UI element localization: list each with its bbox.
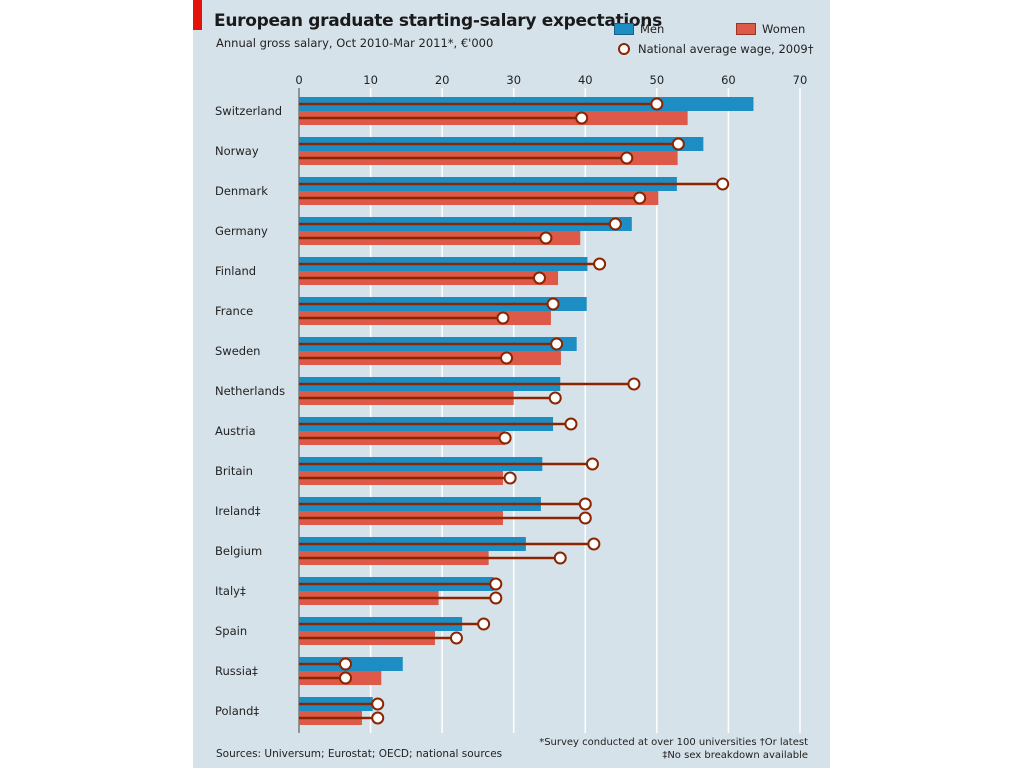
wage-point-women — [578, 511, 592, 525]
wage-point-men — [650, 97, 664, 111]
legend-men: Men — [614, 22, 664, 36]
x-tick-label: 40 — [578, 73, 593, 87]
footnotes: *Survey conducted at over 100 universiti… — [539, 737, 808, 762]
category-label: Netherlands — [215, 384, 285, 398]
footnote-2: ‡No sex breakdown available — [662, 749, 808, 761]
wage-point-men — [608, 217, 622, 231]
category-label: Britain — [215, 464, 253, 478]
wage-point-women — [500, 351, 514, 365]
wage-point-women — [496, 311, 510, 325]
category-label: Poland‡ — [215, 704, 259, 718]
legend-wage-circle-icon — [618, 43, 630, 55]
category-label: Italy‡ — [215, 584, 246, 598]
category-label: Switzerland — [215, 104, 282, 118]
wage-point-men — [593, 257, 607, 271]
wage-point-men — [489, 577, 503, 591]
x-tick-label: 0 — [295, 73, 302, 87]
category-label: Ireland‡ — [215, 504, 261, 518]
x-tick-label: 20 — [435, 73, 450, 87]
category-label: Germany — [215, 224, 268, 238]
x-tick-label: 60 — [721, 73, 736, 87]
wage-point-men — [339, 657, 353, 671]
wage-point-women — [503, 471, 517, 485]
wage-point-men — [477, 617, 491, 631]
chart-subtitle: Annual gross salary, Oct 2010-Mar 2011*,… — [216, 36, 494, 50]
wage-point-women — [449, 631, 463, 645]
x-tick-label: 70 — [793, 73, 808, 87]
wage-point-women — [548, 391, 562, 405]
x-tick-label: 30 — [506, 73, 521, 87]
legend-women-swatch — [736, 23, 756, 35]
wage-point-women — [498, 431, 512, 445]
wage-point-men — [716, 177, 730, 191]
category-label: Denmark — [215, 184, 268, 198]
wage-point-men — [585, 457, 599, 471]
wage-point-women — [371, 711, 385, 725]
category-label: Finland — [215, 264, 256, 278]
legend-women: Women — [736, 22, 805, 36]
category-label: Spain — [215, 624, 247, 638]
footnote-1: *Survey conducted at over 100 universiti… — [539, 737, 808, 748]
x-tick-label: 10 — [363, 73, 378, 87]
wage-point-men — [371, 697, 385, 711]
wage-point-men — [550, 337, 564, 351]
wage-point-men — [587, 537, 601, 551]
legend-men-label: Men — [640, 22, 665, 36]
legend-women-label: Women — [762, 22, 806, 36]
wage-point-men — [671, 137, 685, 151]
wage-point-women — [532, 271, 546, 285]
wage-point-women — [489, 591, 503, 605]
wage-point-men — [546, 297, 560, 311]
category-label: France — [215, 304, 253, 318]
x-tick-label: 50 — [650, 73, 665, 87]
category-label: Russia‡ — [215, 664, 258, 678]
category-label: Austria — [215, 424, 256, 438]
wage-point-men — [578, 497, 592, 511]
wage-point-women — [575, 111, 589, 125]
category-label: Norway — [215, 144, 259, 158]
wage-point-women — [553, 551, 567, 565]
brand-red-tag — [193, 0, 202, 30]
category-label: Belgium — [215, 544, 262, 558]
wage-point-men — [627, 377, 641, 391]
legend-wage: National average wage, 2009† — [618, 42, 813, 56]
wage-point-women — [339, 671, 353, 685]
chart-title: European graduate starting-salary expect… — [214, 11, 662, 31]
bar-chart: 0 10 20 30 40 50 60 70 Switzerland Norway Denmark G… — [215, 73, 808, 733]
wage-point-women — [620, 151, 634, 165]
wage-point-women — [633, 191, 647, 205]
wage-point-women — [539, 231, 553, 245]
source-note: Sources: Universum; Eurostat; OECD; nati… — [216, 748, 503, 760]
wage-point-men — [564, 417, 578, 431]
legend-wage-label: National average wage, 2009† — [638, 42, 814, 56]
legend-men-swatch — [614, 23, 634, 35]
category-label: Sweden — [215, 344, 260, 358]
